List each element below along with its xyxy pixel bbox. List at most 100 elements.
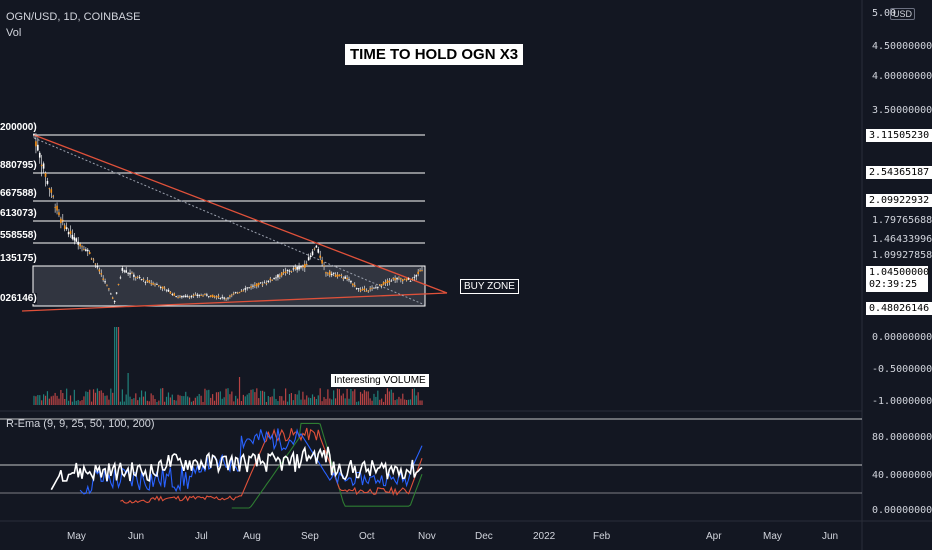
candle-body: [110, 293, 112, 295]
candle-body: [236, 292, 239, 294]
volume-bar: [106, 395, 108, 405]
candle-body: [56, 205, 58, 211]
candle-body: [133, 274, 135, 277]
volume-bar: [365, 391, 367, 405]
left-level-label: 667588): [0, 188, 37, 199]
candle-body: [123, 270, 126, 272]
candle-body: [169, 291, 172, 294]
candle-body: [315, 245, 318, 248]
volume-bar: [79, 401, 81, 405]
candle-body: [52, 195, 55, 197]
volume-bar: [194, 397, 196, 405]
volume-bar: [329, 398, 331, 405]
candle-body: [204, 293, 206, 295]
candle-body: [119, 277, 122, 279]
candle-body: [409, 280, 412, 282]
volume-bar: [238, 377, 241, 405]
candle-body: [54, 206, 56, 208]
volume-bar: [56, 395, 58, 405]
candle-body: [198, 294, 200, 296]
volume-bar: [306, 395, 308, 405]
candle-body: [206, 294, 208, 296]
volume-bar: [252, 389, 254, 405]
candle-body: [384, 282, 387, 284]
candle-body: [163, 287, 166, 289]
candle-body: [127, 272, 129, 274]
volume-bar: [331, 399, 333, 405]
candle-body: [85, 249, 87, 252]
candle-body: [181, 295, 183, 298]
candle-body: [79, 243, 81, 247]
volume-bar: [344, 398, 346, 405]
candle-body: [259, 282, 262, 284]
candle-body: [294, 267, 297, 270]
volume-bar: [281, 396, 283, 405]
candle-body: [69, 230, 72, 235]
current-price: 1.04500000: [869, 267, 930, 278]
indicator-label[interactable]: R-Ema (9, 9, 25, 50, 100, 200): [6, 418, 155, 430]
volume-bar: [390, 389, 392, 405]
volume-bar: [41, 400, 43, 405]
candle-body: [394, 278, 396, 281]
candle-body: [100, 273, 103, 275]
volume-bar: [127, 373, 129, 405]
volume-bar: [208, 389, 210, 405]
volume-bar: [85, 391, 87, 405]
descending-trendline: [33, 134, 448, 294]
candle-body: [400, 278, 402, 280]
candle-body: [161, 286, 164, 289]
candle-body: [254, 284, 256, 286]
volume-bar: [275, 398, 277, 405]
volume-bar: [336, 388, 339, 405]
volume-bar: [229, 394, 231, 405]
candle-body: [352, 283, 354, 286]
indicator-tick: 40.00000000: [872, 470, 932, 481]
candle-body: [92, 259, 95, 261]
candle-body: [165, 289, 168, 291]
candle-body: [138, 277, 141, 279]
candle-body: [186, 296, 189, 298]
candle-body: [282, 272, 285, 273]
currency-badge[interactable]: USD: [890, 8, 916, 20]
volume-label: Vol: [6, 27, 22, 39]
volume-bar: [156, 401, 158, 405]
candle-body: [411, 278, 414, 280]
candle-body: [319, 255, 321, 258]
volume-bar: [309, 398, 312, 405]
volume-bar: [407, 399, 410, 405]
volume-bar: [52, 395, 54, 405]
volume-bar: [263, 391, 266, 405]
volume-bar: [402, 393, 404, 405]
candle-body: [417, 271, 419, 275]
candle-body: [213, 296, 216, 298]
ema-line-slow: [231, 422, 423, 509]
volume-bar: [164, 401, 166, 405]
volume-bar: [421, 400, 423, 405]
candle-body: [144, 281, 147, 283]
candle-body: [302, 266, 304, 268]
volume-note: Interesting VOLUME: [331, 374, 429, 387]
candle-body: [63, 225, 66, 229]
candle-body: [419, 270, 421, 272]
volume-bar: [244, 396, 246, 405]
candle-body: [88, 252, 91, 254]
candle-body: [232, 293, 235, 295]
indicator-tick: 80.00000000: [872, 432, 932, 443]
candle-body: [248, 287, 250, 289]
time-tick: Jun: [822, 531, 839, 542]
volume-bar: [313, 396, 316, 405]
volume-bar: [142, 396, 145, 405]
candle-body: [135, 277, 137, 278]
candle-body: [202, 295, 204, 297]
candle-body: [378, 284, 381, 286]
volume-bar: [394, 400, 396, 405]
volume-bar: [131, 399, 133, 405]
candle-body: [292, 268, 295, 270]
candle-body: [40, 164, 43, 167]
candle-body: [50, 189, 53, 193]
candle-body: [415, 275, 418, 277]
volume-bar: [363, 390, 365, 405]
candle-body: [309, 255, 312, 258]
left-level-label: 880795): [0, 160, 37, 171]
